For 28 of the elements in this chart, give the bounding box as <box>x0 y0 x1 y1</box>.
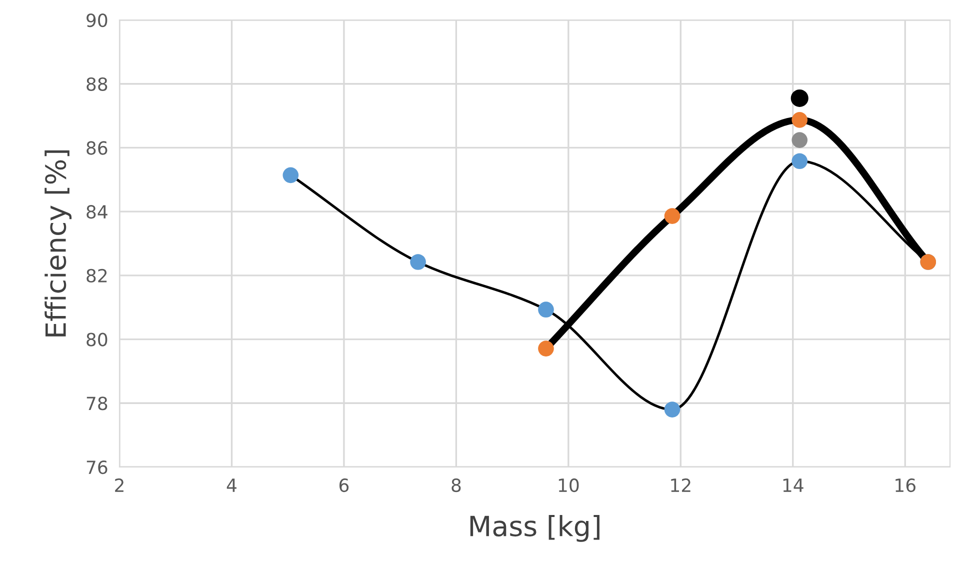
point <box>538 340 554 356</box>
y-tick-label: 90 <box>86 13 108 28</box>
x-tick-label: 12 <box>671 478 690 492</box>
y-tick-label: 78 <box>86 396 108 410</box>
point <box>790 89 808 108</box>
x-tick-label: 14 <box>783 478 804 492</box>
x-tick-label: 16 <box>896 478 916 492</box>
point <box>538 302 554 318</box>
point <box>410 254 426 270</box>
point <box>792 153 808 170</box>
x-tick-label: 8 <box>452 478 461 492</box>
point <box>282 167 299 184</box>
y-tick-label: 86 <box>86 141 108 155</box>
y-tick-label: 84 <box>86 205 108 219</box>
y-tick-label: 76 <box>86 460 108 474</box>
y-tick-label: 80 <box>86 332 108 346</box>
point <box>792 112 808 128</box>
y-tick-label: 88 <box>86 77 108 91</box>
point <box>664 402 680 418</box>
x-tick-label: 6 <box>339 478 349 492</box>
x-tick-label: 10 <box>558 478 579 492</box>
x-tick-label: 2 <box>115 478 124 492</box>
x-tick-label: 4 <box>226 478 236 492</box>
y-axis-title: Efficiency [%] <box>44 150 72 336</box>
point <box>664 208 680 224</box>
x-axis-title: Mass [kg] <box>470 515 600 542</box>
point <box>792 132 808 148</box>
y-tick-label: 82 <box>86 268 107 283</box>
